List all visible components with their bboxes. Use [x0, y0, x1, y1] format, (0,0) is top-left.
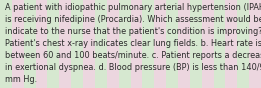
Bar — [71, 0, 83, 88]
Bar — [35, 0, 48, 88]
Bar — [213, 0, 226, 88]
Text: is receiving nifedipine (Procardia). Which assessment would best: is receiving nifedipine (Procardia). Whi… — [5, 15, 261, 24]
Bar — [119, 0, 130, 88]
Bar — [237, 0, 249, 88]
Text: A patient with idiopathic pulmonary arterial hypertension (IPAH): A patient with idiopathic pulmonary arte… — [5, 3, 261, 12]
Text: mm Hg.: mm Hg. — [5, 75, 37, 84]
Text: in exertional dyspnea. d. Blood pressure (BP) is less than 140/90: in exertional dyspnea. d. Blood pressure… — [5, 63, 261, 72]
Bar — [178, 0, 190, 88]
Bar — [249, 0, 261, 88]
Bar — [12, 0, 24, 88]
Bar — [95, 0, 107, 88]
Text: Patient's chest x-ray indicates clear lung fields. b. Heart rate is: Patient's chest x-ray indicates clear lu… — [5, 39, 261, 48]
Bar — [0, 0, 12, 88]
Bar — [24, 0, 35, 88]
Bar — [59, 0, 71, 88]
Bar — [142, 0, 154, 88]
Text: between 60 and 100 beats/minute. c. Patient reports a decrease: between 60 and 100 beats/minute. c. Pati… — [5, 51, 261, 60]
Bar — [48, 0, 59, 88]
Bar — [107, 0, 119, 88]
Bar — [202, 0, 213, 88]
Bar — [154, 0, 166, 88]
Bar — [226, 0, 237, 88]
Bar — [166, 0, 178, 88]
Bar — [130, 0, 142, 88]
Bar — [190, 0, 202, 88]
Text: indicate to the nurse that the patient's condition is improving? a.: indicate to the nurse that the patient's… — [5, 27, 261, 36]
Bar — [83, 0, 95, 88]
